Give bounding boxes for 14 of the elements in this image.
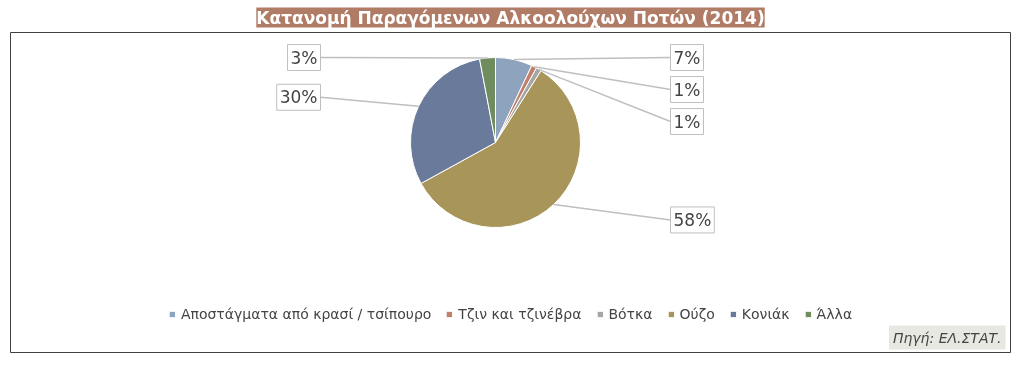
data-label: 1%	[673, 79, 701, 100]
data-label: 3%	[290, 47, 318, 68]
text: Πηγή: ΕΛ.ΣΤΑΤ.	[892, 329, 1002, 346]
data-label: 58%	[673, 209, 712, 230]
legend-label: Άλλα	[816, 306, 853, 322]
legend-label: Ούζο	[679, 306, 715, 322]
chart-title: Κατανομή Παραγόμενων Αλκοολούχων Ποτών (2014)	[256, 7, 765, 28]
data-label: 30%	[279, 87, 318, 108]
legend-label: Τζιν και τζινέβρα	[458, 306, 582, 322]
data-label: 1%	[673, 111, 701, 132]
legend-label: Κονιάκ	[741, 306, 790, 322]
legend-label: Βότκα	[608, 306, 653, 322]
data-label: 7%	[673, 47, 701, 68]
legend-label: Αποστάγματα από κρασί / τσίπουρο	[180, 306, 432, 322]
